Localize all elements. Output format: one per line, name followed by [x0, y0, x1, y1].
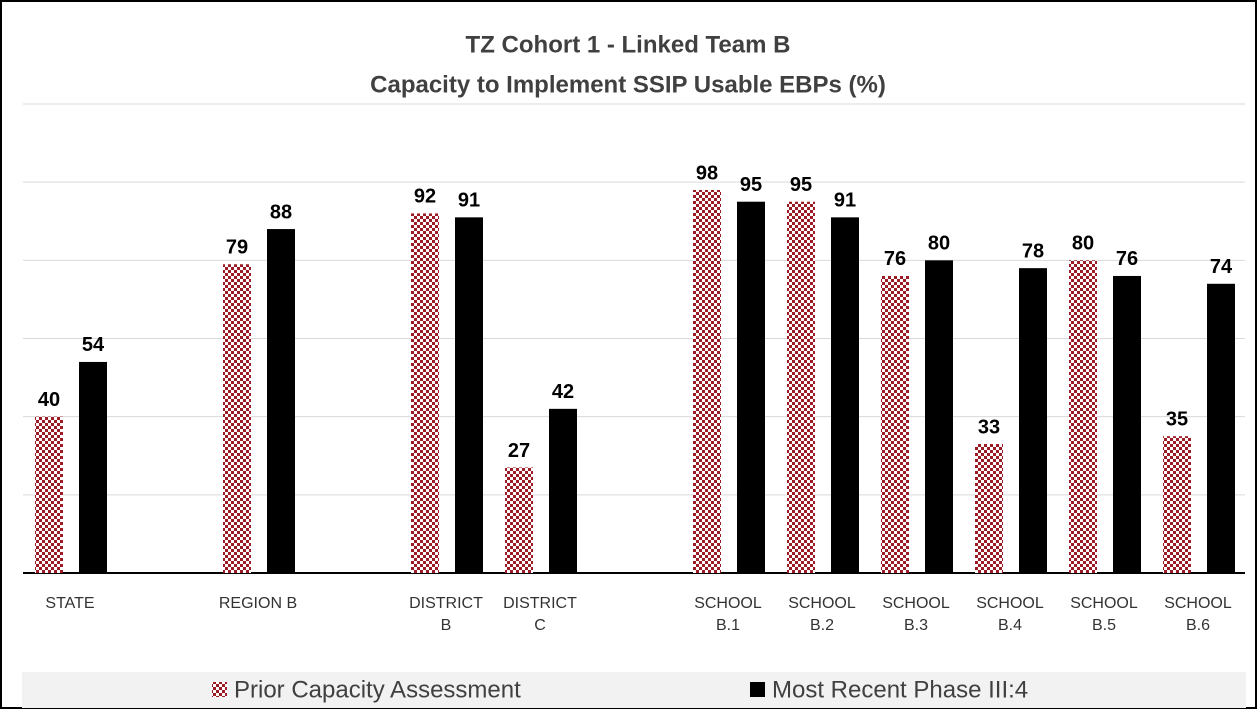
bar: [1113, 275, 1141, 573]
data-label: 76: [884, 248, 906, 270]
x-tick-label: SCHOOL B.1: [694, 595, 762, 634]
legend-label: Prior Capacity Assessment: [234, 676, 521, 703]
bar: [1163, 436, 1191, 573]
data-label: 80: [1072, 233, 1094, 255]
bar: [737, 201, 765, 574]
x-tick-label: REGION B: [218, 595, 298, 612]
bar: [549, 408, 577, 573]
data-label: 40: [38, 389, 60, 411]
legend-band: [22, 672, 1246, 708]
x-tick-label: DISTRICT B: [409, 595, 483, 634]
bar: [35, 416, 63, 573]
bar: [831, 217, 859, 573]
data-label: 33: [978, 416, 1000, 438]
x-tick-label: SCHOOL B.2: [788, 595, 856, 634]
x-tick-label: SCHOOL B.5: [1070, 595, 1138, 634]
legend-label: Most Recent Phase III:4: [772, 676, 1028, 703]
data-label: 80: [928, 233, 950, 255]
bar: [505, 467, 533, 573]
data-label: 95: [740, 174, 762, 196]
bar: [79, 361, 107, 573]
data-label: 92: [414, 186, 436, 208]
bar: [975, 444, 1003, 573]
data-label: 88: [270, 201, 292, 223]
chart-title: TZ Cohort 1 - Linked Team B: [466, 31, 791, 58]
bar: [267, 229, 295, 574]
bar: [787, 201, 815, 574]
x-tick-label: STATE: [45, 595, 95, 612]
bar: [455, 217, 483, 573]
data-label: 76: [1116, 248, 1138, 270]
legend-swatch: [212, 682, 227, 697]
chart-subtitle: Capacity to Implement SSIP Usable EBPs (…: [370, 71, 886, 98]
bar: [411, 213, 439, 573]
data-label: 35: [1166, 408, 1188, 430]
data-label: 79: [226, 237, 248, 259]
data-label: 91: [458, 190, 480, 212]
bar: [1207, 283, 1235, 573]
data-label: 78: [1022, 240, 1044, 262]
data-label: 74: [1210, 256, 1233, 278]
bar: [1019, 268, 1047, 573]
data-label: 91: [834, 190, 856, 212]
bar: [881, 275, 909, 573]
bar: [925, 260, 953, 573]
x-tick-label: DISTRICT C: [503, 595, 577, 634]
bar: [693, 189, 721, 573]
data-label: 98: [696, 162, 718, 184]
data-label: 95: [790, 174, 812, 196]
x-tick-label: SCHOOL B.4: [976, 595, 1044, 634]
x-tick-label: SCHOOL B.3: [882, 595, 950, 634]
bar: [223, 264, 251, 573]
data-label: 27: [508, 440, 530, 462]
legend-swatch: [750, 682, 765, 697]
data-label: 42: [552, 381, 574, 403]
bar: [1069, 260, 1097, 573]
x-tick-label: SCHOOL B.6: [1164, 595, 1232, 634]
data-label: 54: [82, 334, 105, 356]
